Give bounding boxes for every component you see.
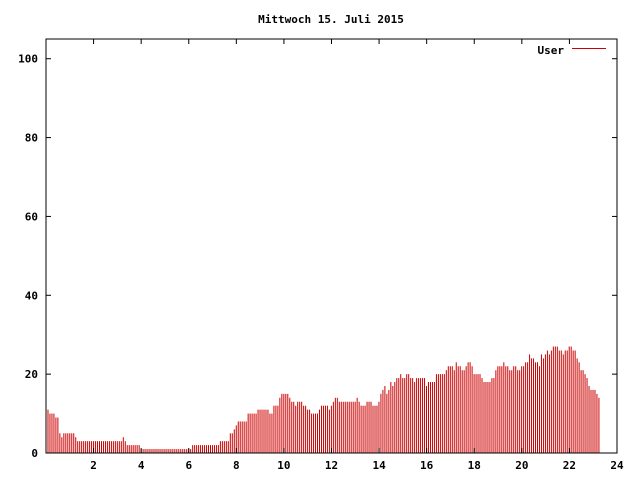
y-tick-label: 40 [25,289,38,302]
chart-title: Mittwoch 15. Juli 2015 [258,13,404,26]
x-tick-label: 4 [138,459,145,472]
y-tick-label: 100 [18,53,38,66]
bars-group [45,346,600,453]
y-axis: 0 20 40 60 80 100 [18,53,617,460]
y-tick-label: 0 [31,447,38,460]
x-tick-label: 22 [563,459,576,472]
x-tick-label: 18 [468,459,481,472]
x-tick-label: 8 [233,459,240,472]
x-tick-label: 24 [610,459,624,472]
x-tick-label: 20 [515,459,528,472]
legend-label-user: User [538,44,565,57]
x-tick-label: 6 [185,459,192,472]
legend: User [538,44,606,57]
x-tick-label: 14 [372,459,386,472]
x-tick-label: 10 [277,459,290,472]
y-tick-label: 60 [25,210,38,223]
y-tick-label: 20 [25,368,38,381]
x-axis: 2 4 6 8 10 12 14 16 18 20 22 24 [90,39,624,472]
x-tick-label: 2 [90,459,97,472]
x-tick-label: 16 [420,459,434,472]
y-tick-label: 80 [25,132,38,145]
x-tick-label: 12 [325,459,338,472]
